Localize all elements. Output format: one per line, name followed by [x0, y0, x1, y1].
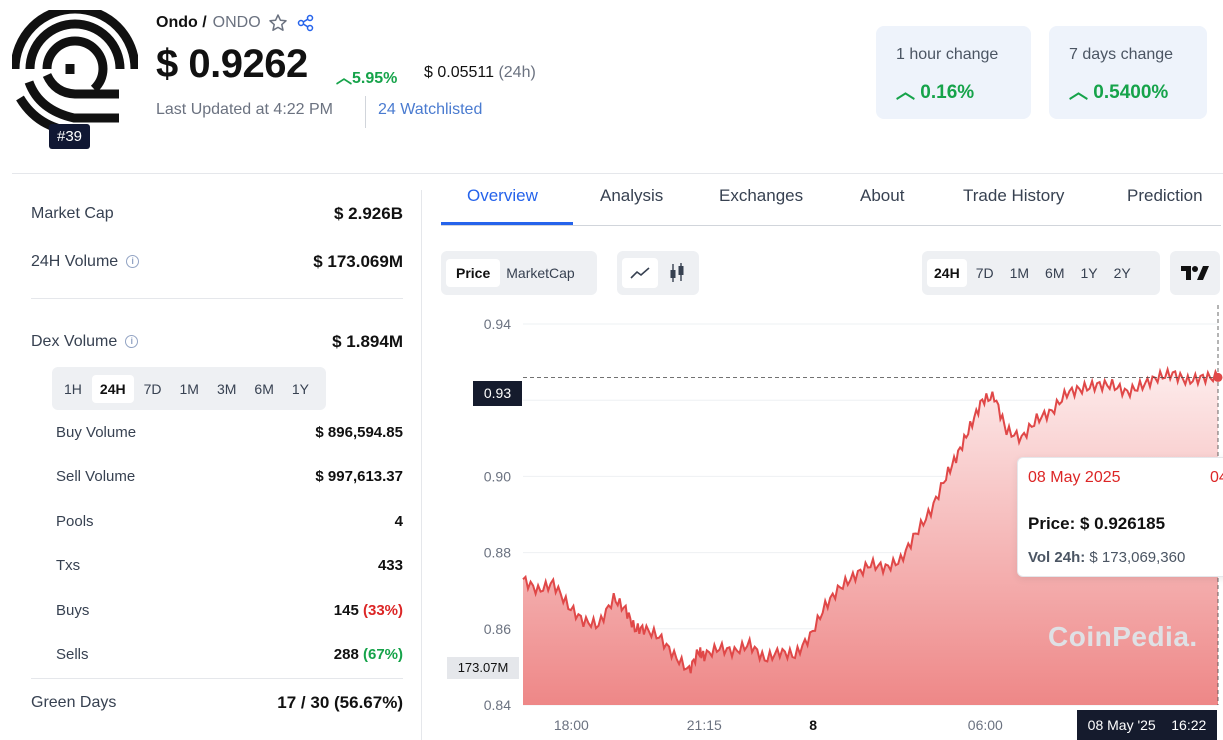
dex-range-tabs: 1H 24H 7D 1M 3M 6M 1Y [52, 367, 326, 410]
price-mode-toggle: Price MarketCap [441, 251, 597, 295]
coinpedia-watermark: CoinPedia. [1048, 621, 1198, 652]
y-tick-label: 0.84 [484, 697, 511, 713]
volume-tag: 173.07M [447, 657, 519, 679]
divider [31, 678, 403, 679]
divider [31, 298, 403, 299]
txs-row: Txs 433 [56, 557, 403, 574]
tooltip-date: 08 May 2025 [1028, 469, 1121, 486]
mode-marketcap[interactable]: MarketCap [506, 265, 575, 281]
last-updated: Last Updated at 4:22 PM [156, 101, 333, 118]
watchlisted-link[interactable]: 24 Watchlisted [378, 101, 483, 118]
dex-volume-row: Dex Volume i $ 1.894M [31, 332, 403, 351]
dex-range-1h[interactable]: 1H [64, 380, 82, 397]
y-tick-label: 0.94 [484, 316, 511, 332]
caret-up-icon: ︿ [336, 70, 353, 87]
y-tick-label: 0.88 [484, 545, 511, 561]
header-divider [12, 173, 1223, 174]
dex-range-6m[interactable]: 6M [254, 380, 274, 397]
x-tick-label: 8 [809, 717, 817, 733]
info-icon[interactable]: i [126, 255, 140, 269]
card-value: ︿ 0.5400% [1069, 82, 1169, 103]
current-price-tag: 0.93 [473, 381, 522, 406]
tab-about[interactable]: About [860, 186, 905, 205]
dex-range-7d[interactable]: 7D [143, 380, 162, 397]
green-days-row: Green Days 17 / 30 (56.67%) [31, 693, 403, 712]
chart-tooltip: 08 May 2025 04 Price: $ 0.926185 Vol 24h… [1017, 457, 1223, 577]
chart-range-1y[interactable]: 1Y [1080, 265, 1098, 281]
mode-price[interactable]: Price [446, 259, 501, 287]
share-icon[interactable] [295, 12, 317, 34]
tab-trade-history[interactable]: Trade History [963, 186, 1065, 205]
card-value: ︿ 0.16% [896, 82, 975, 103]
card-label: 7 days change [1069, 46, 1174, 63]
tradingview-icon [1181, 266, 1209, 280]
buys-row: Buys 145 (33%) [56, 602, 403, 619]
tab-exchanges[interactable]: Exchanges [719, 186, 804, 205]
volume-24h-row: 24H Volume i $ 173.069M [31, 252, 403, 271]
one-hour-change-card: 1 hour change ︿ 0.16% [876, 26, 1031, 119]
line-chart-icon[interactable] [622, 258, 658, 288]
candlestick-icon[interactable] [662, 258, 692, 288]
x-tick-label: 21:15 [687, 717, 722, 733]
divider [365, 96, 366, 128]
tab-analysis[interactable]: Analysis [600, 186, 664, 205]
seven-days-change-card: 7 days change ︿ 0.5400% [1049, 26, 1207, 119]
crosshair-dot [1213, 372, 1223, 382]
price-change-pct: ︿5.95% [336, 70, 398, 87]
column-divider [421, 190, 422, 740]
tooltip-price: Price: $ 0.926185 [1028, 514, 1166, 533]
chart-range-6m[interactable]: 6M [1045, 265, 1065, 281]
price-change-abs: $ 0.05511 (24h) [424, 64, 536, 81]
dex-range-3m[interactable]: 3M [216, 380, 237, 397]
coin-name: Ondo / [156, 14, 207, 31]
dex-range-1m[interactable]: 1M [179, 380, 199, 397]
chart-range-7d[interactable]: 7D [975, 265, 994, 281]
card-label: 1 hour change [896, 46, 999, 63]
active-tab-indicator [441, 222, 573, 225]
tooltip-volume: Vol 24h: $ 173,069,360 [1028, 549, 1186, 566]
sells-row: Sells 288 (67%) [56, 646, 403, 663]
dex-range-24h[interactable]: 24H [91, 374, 134, 403]
sell-volume-row: Sell Volume $ 997,613.37 [56, 468, 403, 485]
rank-badge: #39 [49, 124, 91, 149]
chart-range-tabs: 24H 7D 1M 6M 1Y 2Y [922, 251, 1160, 295]
tradingview-button[interactable] [1170, 251, 1220, 295]
info-icon[interactable]: i [125, 335, 139, 349]
price-area [523, 369, 1218, 705]
y-tick-label: 0.86 [484, 621, 511, 637]
tooltip-date-cut: 04 [1210, 469, 1223, 486]
coin-symbol: ONDO [212, 14, 261, 31]
y-tick-label: 0.90 [484, 468, 511, 484]
chart-range-1m[interactable]: 1M [1009, 265, 1030, 281]
market-cap-row: Market Cap $ 2.926B [31, 204, 403, 223]
dex-range-1y[interactable]: 1Y [291, 380, 309, 397]
ondo-logo [12, 10, 138, 136]
chart-range-2y[interactable]: 2Y [1113, 265, 1131, 281]
pools-row: Pools 4 [56, 513, 403, 530]
price-line [522, 365, 1219, 674]
chart-range-24h[interactable]: 24H [927, 259, 967, 287]
star-icon[interactable] [267, 12, 289, 34]
caret-up-icon: ︿ [896, 82, 916, 103]
tab-overview[interactable]: Overview [467, 186, 538, 205]
coin-title: Ondo / ONDO [156, 12, 317, 34]
buy-volume-row: Buy Volume $ 896,594.85 [56, 424, 403, 441]
time-tag: 08 May '25 16:22 [1077, 710, 1217, 740]
caret-up-icon: ︿ [1069, 82, 1089, 103]
x-tick-label: 18:00 [554, 717, 589, 733]
chart-type-toggle [617, 251, 699, 295]
section-tabs: Overview Analysis Exchanges About Trade … [441, 176, 1221, 226]
coin-price: $ 0.9262 [156, 42, 308, 86]
x-tick-label: 06:00 [968, 717, 1003, 733]
tab-prediction[interactable]: Prediction [1127, 186, 1203, 205]
